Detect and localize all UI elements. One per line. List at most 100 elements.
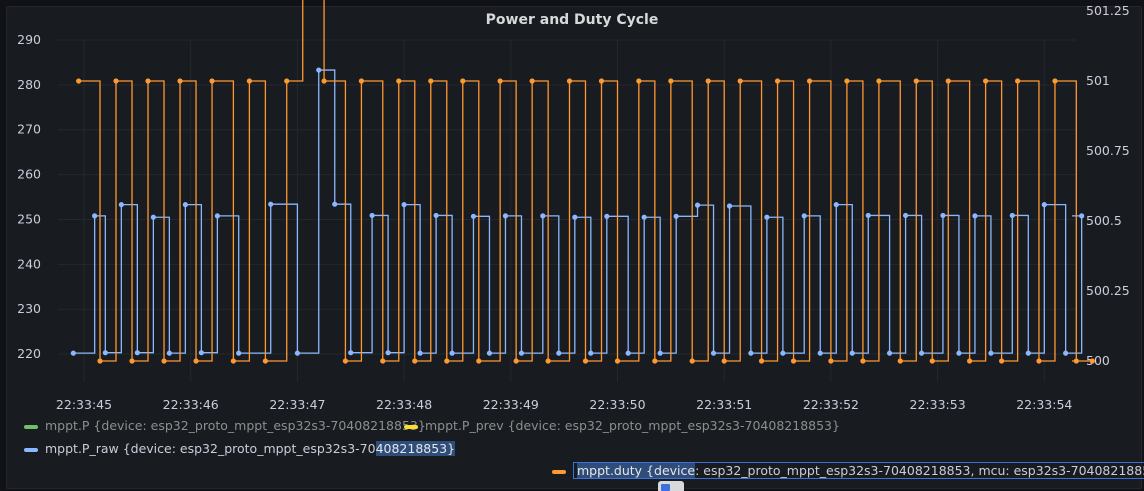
- data-point: [945, 78, 951, 84]
- data-point: [737, 78, 743, 84]
- data-point: [268, 201, 274, 207]
- data-point: [230, 358, 236, 364]
- data-point: [1009, 212, 1015, 219]
- data-point: [833, 202, 839, 208]
- data-point: [70, 350, 76, 356]
- data-point: [689, 358, 695, 364]
- y-right-tick-label: 501: [1086, 73, 1110, 88]
- data-point: [625, 350, 631, 356]
- y-right-tick-label: 500: [1086, 353, 1110, 368]
- data-point: [764, 214, 770, 220]
- data-point: [262, 358, 268, 364]
- y-left-tick-label: 270: [17, 122, 41, 137]
- data-point: [844, 78, 850, 84]
- data-point: [806, 78, 813, 84]
- data-point: [198, 350, 204, 356]
- data-point: [433, 212, 439, 219]
- data-point: [545, 358, 551, 364]
- data-point: [342, 358, 349, 364]
- y-left-tick-label: 250: [17, 211, 41, 226]
- legend-label-p-prev: mppt.P_prev {device: esp32_proto_mppt_es…: [425, 418, 840, 433]
- data-point: [428, 78, 434, 84]
- data-point: [956, 350, 962, 356]
- data-point: [92, 213, 98, 219]
- data-point: [134, 350, 140, 356]
- data-point: [209, 78, 215, 84]
- x-tick-label: 22:33:52: [803, 397, 859, 412]
- data-point: [801, 213, 807, 219]
- data-point: [572, 214, 578, 220]
- data-point: [460, 78, 466, 84]
- data-point: [150, 214, 156, 220]
- legend-item-p[interactable]: mppt.P {device: esp32_proto_mppt_esp32s3…: [24, 418, 426, 433]
- data-point: [161, 358, 167, 364]
- data-point: [145, 78, 151, 84]
- data-point: [1041, 202, 1047, 208]
- data-point: [76, 78, 82, 84]
- y-right-tick-label: 500.25: [1086, 283, 1130, 298]
- legend-label-duty-selected-2: {device: [642, 463, 696, 478]
- data-point: [518, 350, 525, 356]
- data-point: [284, 78, 290, 84]
- chart-title: Power and Duty Cycle: [485, 12, 659, 28]
- data-point: [113, 78, 119, 84]
- x-tick-label: 22:33:47: [269, 397, 325, 412]
- data-point: [236, 350, 242, 356]
- data-point: [1052, 78, 1058, 84]
- y-right-tick-label: 501.25: [1086, 3, 1130, 18]
- x-tick-label: 22:33:48: [376, 397, 432, 412]
- y-left-tick-label: 260: [17, 167, 41, 182]
- data-point: [182, 202, 188, 208]
- data-point: [1073, 358, 1079, 364]
- data-point: [758, 358, 765, 364]
- data-point: [673, 213, 679, 219]
- data-point: [513, 358, 519, 364]
- series-line: [78, 0, 1093, 362]
- data-point: [1015, 78, 1021, 84]
- data-point: [246, 78, 252, 84]
- legend-label-p: mppt.P {device: esp32_proto_mppt_esp32s3…: [45, 418, 426, 433]
- legend-swatch-p: [24, 424, 38, 429]
- data-point: [817, 350, 823, 356]
- data-point: [369, 212, 375, 219]
- data-point: [790, 358, 797, 364]
- legend-item-p-prev[interactable]: mppt.P_prev {device: esp32_proto_mppt_es…: [404, 418, 840, 433]
- data-point: [705, 78, 711, 84]
- data-point: [529, 78, 535, 84]
- data-point: [913, 78, 919, 84]
- legend-item-p-raw[interactable]: mppt.P_raw {device: esp32_proto_mppt_esp…: [24, 441, 456, 456]
- legend-item-duty[interactable]: mppt.duty {device: esp32_proto_mppt_esp3…: [552, 462, 1144, 479]
- x-tick-label: 22:33:50: [589, 397, 645, 412]
- data-point: [774, 78, 781, 84]
- resize-handle[interactable]: [658, 481, 684, 491]
- x-tick-label: 22:33:46: [163, 397, 219, 412]
- legend-label-p-raw: mppt.P_raw {device: esp32_proto_mppt_esp…: [45, 441, 376, 456]
- data-point: [636, 78, 642, 84]
- legend-swatch-p-prev: [404, 424, 418, 429]
- data-point: [214, 213, 220, 219]
- data-point: [929, 358, 935, 364]
- legend-swatch-duty: [552, 469, 566, 474]
- data-point: [604, 213, 610, 219]
- data-point: [412, 358, 418, 364]
- data-point: [396, 78, 402, 84]
- data-point: [1089, 358, 1095, 364]
- data-point: [780, 350, 786, 356]
- data-point: [614, 358, 621, 364]
- data-point: [332, 201, 338, 207]
- data-point: [721, 358, 727, 364]
- data-point: [385, 350, 391, 356]
- data-point: [988, 350, 994, 356]
- data-point: [999, 358, 1005, 364]
- y-right-tick-label: 500.5: [1086, 213, 1122, 228]
- data-point: [860, 358, 866, 364]
- y-right-tick-label: 500.75: [1086, 143, 1130, 158]
- data-point: [540, 213, 546, 219]
- data-point: [380, 358, 386, 364]
- series-line: [73, 69, 1083, 354]
- data-point: [449, 350, 455, 356]
- data-point: [694, 202, 701, 208]
- data-point: [502, 213, 509, 219]
- data-point: [129, 358, 135, 364]
